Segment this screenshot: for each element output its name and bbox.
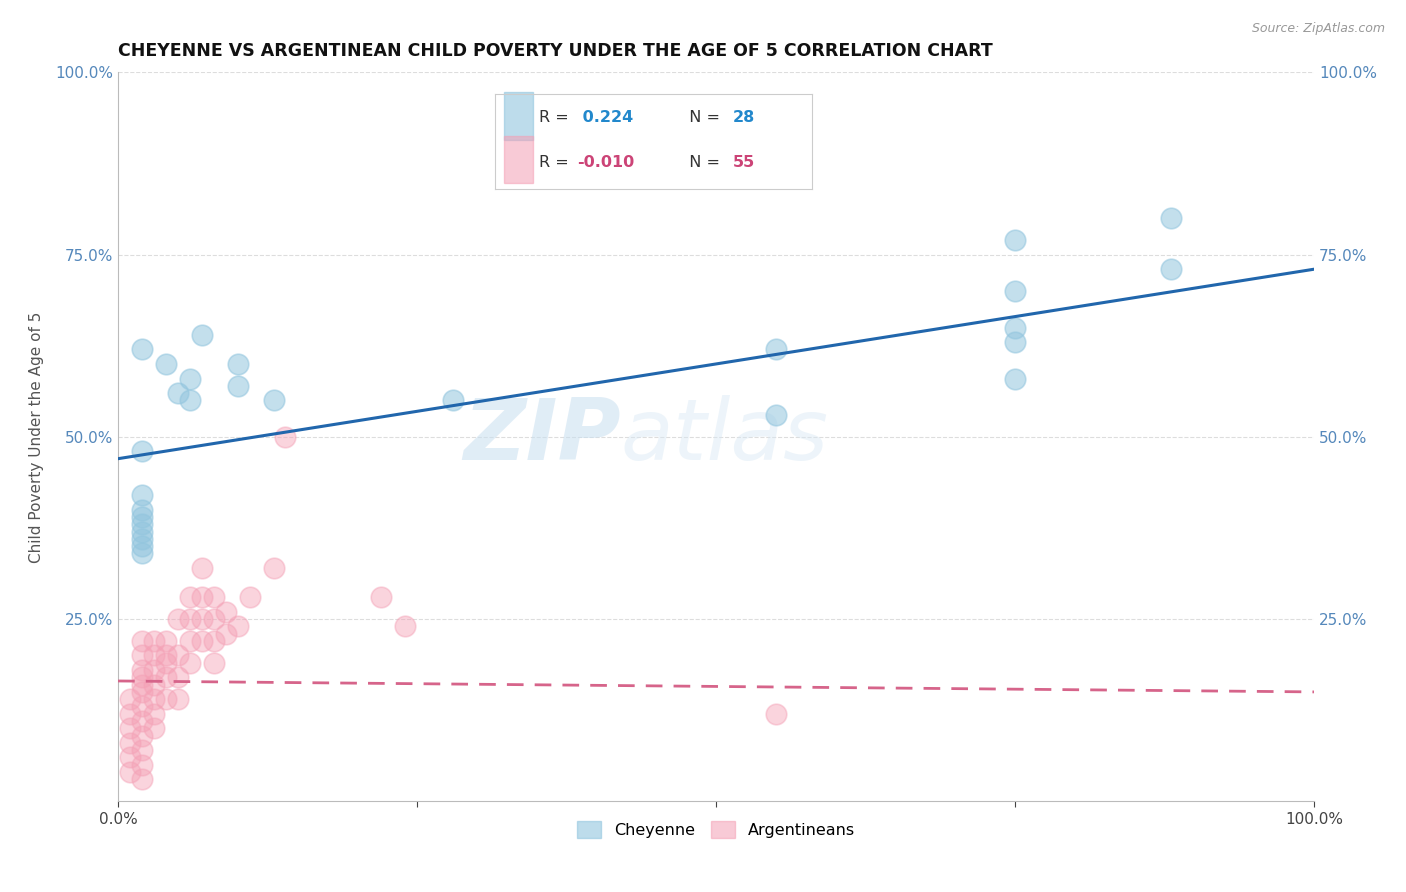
Point <box>190 327 212 342</box>
Point <box>131 502 153 516</box>
Point <box>118 750 141 764</box>
Point <box>226 357 249 371</box>
Point <box>179 590 201 604</box>
Point <box>190 633 212 648</box>
Point <box>765 408 787 422</box>
Point <box>263 393 285 408</box>
Point <box>202 633 225 648</box>
Point <box>131 663 153 677</box>
Point <box>1160 262 1182 277</box>
Point <box>765 706 787 721</box>
Point <box>131 343 153 357</box>
Text: CHEYENNE VS ARGENTINEAN CHILD POVERTY UNDER THE AGE OF 5 CORRELATION CHART: CHEYENNE VS ARGENTINEAN CHILD POVERTY UN… <box>118 42 993 60</box>
Point <box>1004 320 1026 334</box>
Point <box>142 633 165 648</box>
Legend: Cheyenne, Argentineans: Cheyenne, Argentineans <box>571 815 862 844</box>
Point <box>166 386 188 401</box>
Point <box>118 722 141 736</box>
Point <box>190 590 212 604</box>
Point <box>131 685 153 699</box>
Point <box>131 699 153 714</box>
Point <box>131 729 153 743</box>
Point <box>155 670 177 684</box>
Point <box>131 488 153 502</box>
Point <box>131 539 153 553</box>
Point <box>142 648 165 663</box>
Point <box>179 656 201 670</box>
Point <box>166 670 188 684</box>
Point <box>370 590 392 604</box>
Point <box>155 648 177 663</box>
Point <box>131 772 153 787</box>
Point <box>1004 371 1026 385</box>
Point <box>118 765 141 780</box>
Point <box>226 619 249 633</box>
Point <box>166 648 188 663</box>
Point <box>131 670 153 684</box>
Point <box>155 357 177 371</box>
Point <box>131 678 153 692</box>
Point <box>166 612 188 626</box>
Point <box>202 590 225 604</box>
Point <box>190 612 212 626</box>
Text: Source: ZipAtlas.com: Source: ZipAtlas.com <box>1251 22 1385 36</box>
Point <box>131 524 153 539</box>
Text: ZIP: ZIP <box>463 395 620 478</box>
Point <box>131 444 153 458</box>
Point <box>142 692 165 706</box>
Point <box>190 561 212 575</box>
Point <box>1004 233 1026 247</box>
Point <box>155 656 177 670</box>
Point <box>179 393 201 408</box>
Point <box>166 692 188 706</box>
Point <box>142 663 165 677</box>
Point <box>765 343 787 357</box>
Point <box>131 648 153 663</box>
Point <box>202 612 225 626</box>
Point <box>215 626 238 640</box>
Point <box>1160 211 1182 226</box>
Point <box>131 743 153 757</box>
Point <box>179 612 201 626</box>
Point <box>226 379 249 393</box>
Point <box>142 706 165 721</box>
Point <box>142 678 165 692</box>
Point <box>155 692 177 706</box>
Point <box>131 714 153 728</box>
Point <box>131 633 153 648</box>
Point <box>131 546 153 560</box>
Point <box>131 517 153 532</box>
Point <box>1004 335 1026 350</box>
Point <box>131 532 153 546</box>
Point <box>179 371 201 385</box>
Point <box>263 561 285 575</box>
Text: atlas: atlas <box>620 395 828 478</box>
Point <box>131 510 153 524</box>
Point <box>142 722 165 736</box>
Point <box>274 430 297 444</box>
Point <box>118 692 141 706</box>
Point <box>394 619 416 633</box>
Point <box>179 633 201 648</box>
Point <box>1004 284 1026 298</box>
Point <box>118 736 141 750</box>
Point <box>239 590 262 604</box>
Point <box>215 605 238 619</box>
Point <box>155 633 177 648</box>
Y-axis label: Child Poverty Under the Age of 5: Child Poverty Under the Age of 5 <box>30 311 44 563</box>
Point <box>118 706 141 721</box>
Point <box>202 656 225 670</box>
Point <box>131 757 153 772</box>
Point <box>441 393 464 408</box>
